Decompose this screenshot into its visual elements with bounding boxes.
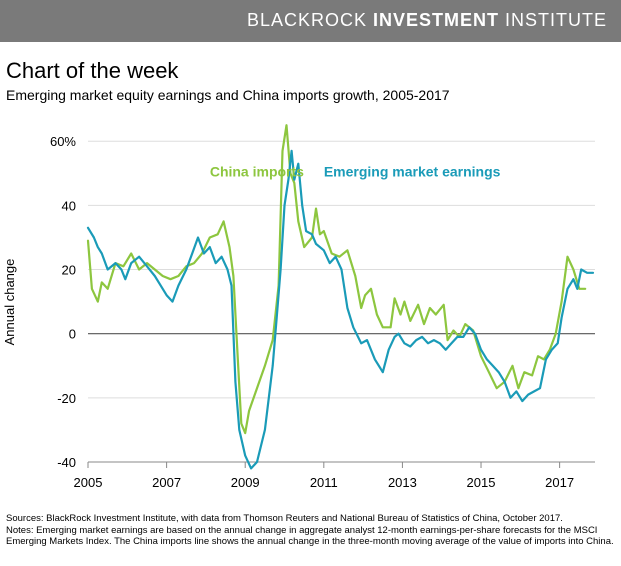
series-label-china-imports: China imports bbox=[210, 164, 304, 180]
notes-text: Notes: Emerging market earnings are base… bbox=[6, 524, 614, 548]
brand-bold: INVESTMENT bbox=[372, 10, 499, 30]
page-title: Chart of the week bbox=[6, 58, 179, 83]
y-tick-label: 20 bbox=[62, 263, 76, 278]
x-tick-label: 2007 bbox=[152, 475, 181, 490]
series-line-china-imports bbox=[86, 124, 587, 435]
x-tick-label: 2011 bbox=[310, 475, 338, 490]
brand-suffix: INSTITUTE bbox=[499, 10, 607, 30]
gridlines bbox=[88, 140, 595, 463]
y-axis-title: Annual change bbox=[2, 259, 17, 346]
x-tick-label: 2013 bbox=[388, 475, 417, 490]
brand-prefix: BLACKROCK bbox=[246, 10, 373, 30]
y-tick-label: 0 bbox=[69, 327, 76, 342]
x-tick-label: 2015 bbox=[467, 475, 496, 490]
y-tick-label: 60% bbox=[50, 134, 76, 149]
header-banner: BLACKROCK INVESTMENT INSTITUTE bbox=[0, 0, 621, 42]
series-label-em-earnings: Emerging market earnings bbox=[324, 164, 501, 180]
source-note: Sources: BlackRock Investment Institute,… bbox=[6, 513, 563, 524]
x-tick-label: 2017 bbox=[545, 475, 574, 490]
footnote: Sources: BlackRock Investment Institute,… bbox=[6, 513, 616, 548]
x-tick-label: 2005 bbox=[74, 475, 103, 490]
axes: 60% 40 20 0 -20 -40 2005 2007 2009 2011 2013 2015 20… bbox=[2, 134, 595, 490]
y-tick-label: 40 bbox=[62, 198, 76, 213]
chart-subtitle: Emerging market equity earnings and Chin… bbox=[6, 87, 450, 103]
y-tick-label: -40 bbox=[57, 455, 76, 470]
x-tick-label: 2009 bbox=[231, 475, 260, 490]
line-chart: 60% 40 20 0 -20 -40 2005 2007 2009 2011 2013 2015 20… bbox=[2, 124, 595, 490]
series-group bbox=[86, 124, 595, 470]
brand-name: BLACKROCK INVESTMENT INSTITUTE bbox=[247, 10, 607, 31]
y-tick-label: -20 bbox=[57, 391, 76, 406]
series-line-em-earnings bbox=[86, 149, 595, 470]
series-labels: China imports Emerging market earnings bbox=[210, 164, 501, 180]
